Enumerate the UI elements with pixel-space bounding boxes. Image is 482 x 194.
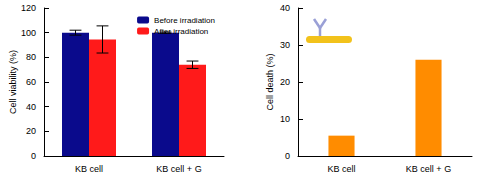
svg-text:60: 60 (26, 77, 36, 87)
svg-text:10: 10 (280, 114, 290, 124)
svg-text:100: 100 (21, 28, 36, 38)
svg-text:120: 120 (21, 3, 36, 13)
svg-text:40: 40 (26, 102, 36, 112)
svg-text:0: 0 (31, 151, 36, 161)
svg-text:20: 20 (26, 126, 36, 136)
svg-text:20: 20 (280, 77, 290, 87)
svg-text:80: 80 (26, 52, 36, 62)
svg-text:KB cell: KB cell (327, 164, 355, 174)
svg-text:40: 40 (280, 3, 290, 13)
svg-text:KB cell + G: KB cell + G (406, 164, 451, 174)
svg-text:0: 0 (285, 151, 290, 161)
svg-text:Cell viability (%): Cell viability (%) (8, 50, 18, 114)
svg-text:After irradiation: After irradiation (154, 27, 208, 36)
svg-text:Before irradiation: Before irradiation (154, 16, 215, 25)
svg-text:Cell death (%): Cell death (%) (265, 53, 275, 110)
svg-text:30: 30 (280, 40, 290, 50)
svg-text:KB cell + G: KB cell + G (156, 164, 201, 174)
svg-text:KB cell: KB cell (75, 164, 103, 174)
